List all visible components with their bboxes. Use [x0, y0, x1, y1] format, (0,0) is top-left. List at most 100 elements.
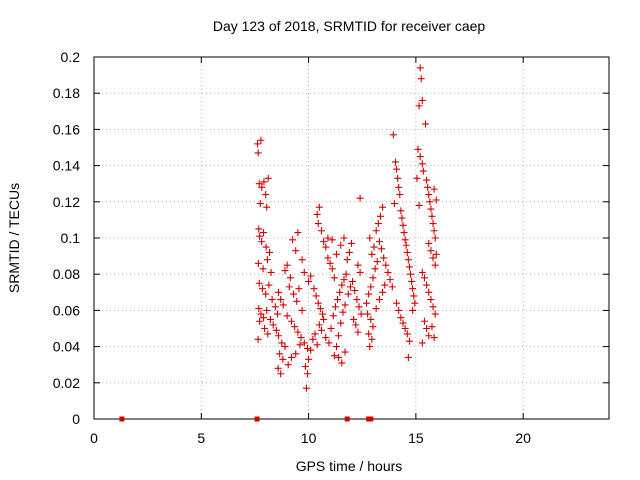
- x-tick-label: 10: [301, 430, 317, 446]
- data-point: [397, 314, 405, 322]
- data-point: [284, 361, 292, 369]
- data-point: [404, 353, 412, 361]
- data-point: [431, 261, 439, 269]
- data-point: [339, 308, 347, 316]
- data-point: [322, 243, 330, 251]
- data-point: [316, 305, 324, 313]
- data-point: [272, 326, 280, 334]
- data-point: [416, 64, 424, 72]
- data-point: [334, 296, 342, 304]
- data-point: [327, 325, 335, 332]
- data-point: [366, 343, 374, 351]
- data-point: [375, 296, 383, 304]
- data-point: [262, 290, 270, 298]
- data-point: [432, 250, 440, 258]
- data-point: [322, 334, 330, 342]
- data-point: [279, 355, 287, 363]
- data-point: [416, 153, 424, 161]
- data-point: [418, 339, 426, 347]
- data-point: [263, 256, 271, 264]
- data-point: [399, 319, 407, 327]
- data-point: [393, 299, 401, 307]
- data-point: [314, 220, 322, 228]
- data-point: [261, 325, 269, 332]
- data-point: [301, 363, 309, 371]
- data-point: [411, 299, 419, 307]
- data-point: [277, 296, 285, 304]
- data-point: [391, 158, 399, 166]
- data-point: [425, 191, 433, 199]
- axes: [93, 56, 610, 420]
- x-tick-label: 20: [515, 430, 531, 446]
- data-point: [351, 286, 359, 294]
- data-point: [330, 274, 338, 282]
- data-point: [366, 234, 374, 242]
- data-point: [297, 334, 305, 342]
- data-point: [390, 200, 398, 208]
- data-point: [349, 277, 357, 285]
- data-point: [419, 167, 427, 175]
- data-point: [393, 165, 401, 173]
- data-point: [332, 343, 340, 351]
- data-point: [305, 355, 313, 363]
- data-point: [337, 241, 345, 249]
- data-point: [395, 183, 403, 191]
- data-point: [425, 239, 433, 247]
- data-point: [320, 238, 328, 246]
- data-point: [384, 268, 392, 276]
- data-point: [340, 276, 348, 284]
- data-point: [275, 332, 283, 340]
- y-tick-label: 0.2: [61, 49, 81, 65]
- data-point: [375, 238, 383, 246]
- data-point: [372, 227, 380, 235]
- data-point: [354, 261, 362, 269]
- data-point: [266, 248, 274, 256]
- y-tick-label: 0.06: [53, 302, 80, 318]
- data-point: [307, 346, 315, 354]
- data-point: [418, 96, 426, 104]
- data-point: [331, 303, 339, 311]
- data-point: [429, 254, 437, 262]
- data-point: [389, 131, 397, 139]
- x-tick-label: 5: [197, 430, 205, 446]
- x-axis-label: GPS time / hours: [296, 458, 403, 474]
- data-point: [369, 323, 377, 331]
- data-point: [342, 270, 350, 278]
- data-point: [317, 227, 325, 235]
- data-point: [254, 335, 262, 343]
- data-point: [372, 305, 380, 313]
- data-point: [256, 232, 264, 240]
- data-point: [298, 256, 306, 264]
- data-point: [335, 332, 343, 340]
- data-point: [374, 220, 382, 228]
- data-point: [403, 330, 411, 338]
- data-point: [386, 276, 394, 284]
- data-point: [262, 243, 270, 251]
- data-point: [367, 283, 375, 291]
- data-point: [255, 279, 263, 287]
- data-point: [314, 299, 322, 307]
- data-point: [398, 214, 406, 222]
- data-point: [376, 212, 384, 220]
- data-point: [255, 225, 263, 233]
- data-point: [313, 210, 321, 218]
- data-point: [315, 203, 323, 211]
- data-point: [281, 343, 289, 351]
- data-point: [258, 238, 266, 246]
- data-point: [324, 254, 332, 262]
- data-point: [423, 176, 431, 184]
- data-point: [275, 288, 283, 296]
- zero-marker: [368, 416, 374, 422]
- data-point: [264, 330, 272, 338]
- data-point: [344, 290, 352, 298]
- y-tick-label: 0.08: [53, 266, 80, 282]
- data-point: [401, 325, 409, 332]
- data-point: [260, 314, 268, 322]
- data-point: [414, 145, 422, 153]
- data-point: [365, 290, 373, 298]
- data-point: [265, 281, 273, 289]
- data-point: [309, 335, 317, 343]
- data-point: [368, 250, 376, 258]
- data-point: [429, 303, 437, 311]
- data-point: [338, 281, 346, 289]
